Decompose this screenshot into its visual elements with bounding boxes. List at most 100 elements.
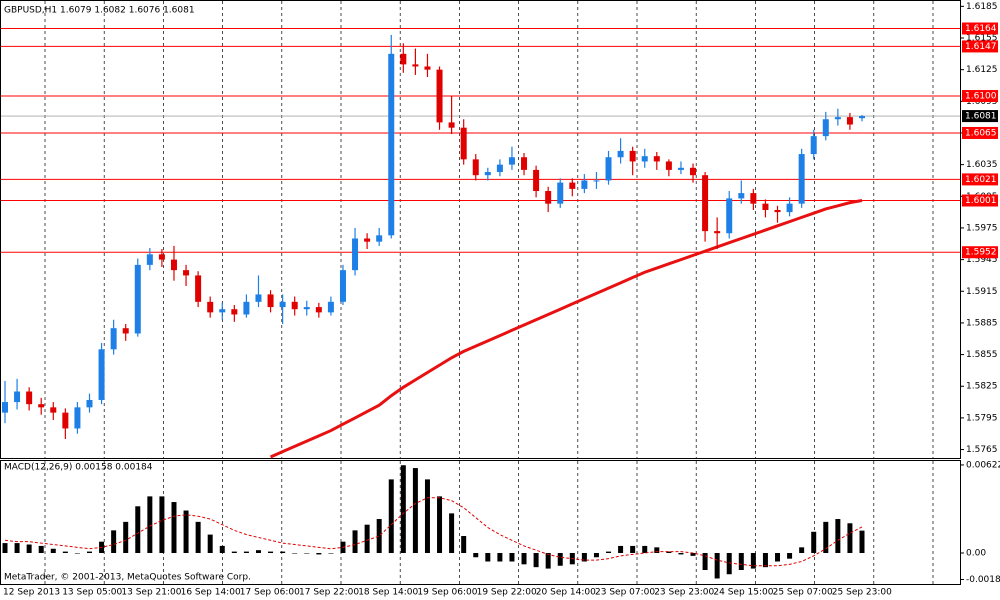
level-label-box <box>962 173 998 186</box>
candle-body <box>545 191 552 204</box>
candle-body <box>750 193 757 204</box>
candle-body <box>267 294 274 308</box>
candle-body <box>170 259 177 271</box>
macd-pane <box>0 460 961 585</box>
macd-bar <box>424 479 430 554</box>
level-label-box <box>962 90 998 103</box>
candle-body <box>146 254 153 265</box>
macd-bar <box>86 551 92 554</box>
candle-body <box>303 307 310 310</box>
candle-body <box>110 328 117 350</box>
candle-body <box>14 391 21 403</box>
candle-body <box>376 235 383 242</box>
macd-bar <box>388 479 394 554</box>
candle-body <box>665 161 672 170</box>
macd-bar <box>521 553 527 565</box>
macd-bar <box>775 553 781 562</box>
candle-body <box>629 150 636 162</box>
level-label-box <box>962 126 998 139</box>
x-tick-label: 12 Sep 2013 <box>3 588 60 598</box>
macd-bar <box>437 496 443 554</box>
candle-body <box>255 294 262 302</box>
candle-body <box>98 349 105 400</box>
plot <box>1 27 960 579</box>
macd-bar <box>630 545 636 554</box>
x-tick-label: 23 Sep 23:00 <box>654 588 714 598</box>
candle-body <box>231 309 238 315</box>
candle-body <box>521 157 528 170</box>
macd-bar <box>738 553 744 570</box>
macd-bar <box>678 553 684 555</box>
macd-bar <box>183 510 189 554</box>
y-tick-label: 1.5975 <box>966 223 998 233</box>
y-tick-label: 1.5765 <box>966 445 998 455</box>
macd-bar <box>243 551 249 554</box>
candle-body <box>726 198 733 234</box>
candle-body <box>327 301 334 313</box>
level-label-box <box>962 194 998 207</box>
y-tick-label: 1.5915 <box>966 287 998 297</box>
candle-body <box>593 180 600 182</box>
candle-body <box>472 159 479 176</box>
candle-body <box>74 407 81 429</box>
candle-body <box>158 254 165 260</box>
y-tick-label: 1.5855 <box>966 350 998 360</box>
macd-bar <box>376 519 382 554</box>
macd-bar <box>811 531 817 554</box>
x-tick-label: 13 Sep 21:00 <box>121 588 181 598</box>
moving-average <box>269 199 863 459</box>
y-tick-label: 1.5825 <box>966 382 998 392</box>
macd-bar <box>14 543 20 554</box>
macd-bar <box>2 543 8 554</box>
macd-bar <box>135 506 141 554</box>
candle-body <box>412 64 419 67</box>
y-tick-label: 1.5795 <box>966 413 998 423</box>
candle-body <box>762 203 769 211</box>
macd-bar <box>823 521 829 554</box>
candle-body <box>364 238 371 242</box>
macd-bar <box>847 523 853 554</box>
y-tick-label: 1.6035 <box>966 160 998 170</box>
chart-title: GBPUSD,H1 1.6079 1.6082 1.6076 1.6081 <box>4 6 195 16</box>
macd-bar <box>606 551 612 554</box>
candle-body <box>207 301 214 313</box>
candle-body <box>62 412 69 429</box>
level-label: 1.6065 <box>965 128 997 138</box>
macd-bar <box>642 545 648 554</box>
candle-body <box>786 203 793 213</box>
candle-body <box>436 69 443 123</box>
macd-bar <box>38 545 44 554</box>
macd-bar <box>400 465 406 554</box>
grid <box>44 1 934 584</box>
macd-bar <box>328 553 334 554</box>
level-label: 1.6164 <box>965 24 997 34</box>
macd-bar <box>859 530 865 554</box>
macd-bar <box>207 534 213 554</box>
candle-body <box>352 238 359 271</box>
candle-body <box>424 66 431 70</box>
macd-bar <box>461 536 467 554</box>
candle-body <box>484 172 491 176</box>
macd-bar <box>147 496 153 554</box>
macd-bar <box>219 545 225 554</box>
candle-body <box>822 119 829 137</box>
macd-y-tick-label: -0.00187 <box>966 575 1000 585</box>
x-tick-label: 17 Sep 06:00 <box>240 588 300 598</box>
y-tick-label: 1.6155 <box>966 33 998 43</box>
candle-body <box>690 167 697 176</box>
macd-bar <box>171 502 177 554</box>
candle-body <box>50 407 57 413</box>
macd-bar <box>654 547 660 554</box>
x-tick-label: 25 Sep 23:00 <box>832 588 892 598</box>
candle-body <box>460 127 467 160</box>
level-label-box <box>962 22 998 35</box>
x-tick-label: 18 Sep 14:00 <box>358 588 418 598</box>
x-tick-label: 23 Sep 07:00 <box>595 588 655 598</box>
candle-body <box>846 117 853 125</box>
candle-body <box>834 117 841 120</box>
candle-body <box>388 53 395 236</box>
copyright: MetaTrader, © 2001-2013, MetaQuotes Soft… <box>4 573 251 583</box>
candle-body <box>557 182 564 204</box>
candle-body <box>243 301 250 315</box>
